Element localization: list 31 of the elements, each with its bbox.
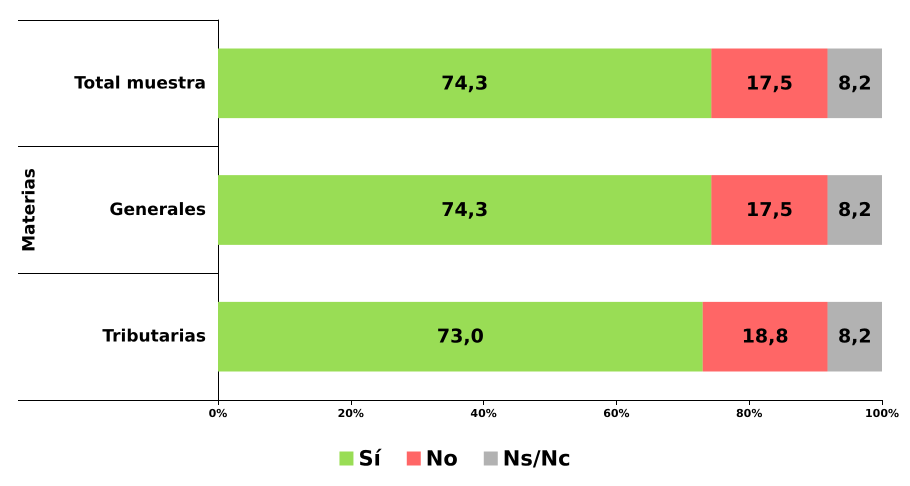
y-tick-label: Total muestra: [74, 73, 206, 94]
legend-label: Sí: [358, 446, 383, 470]
legend-label: Ns/Nc: [502, 446, 571, 470]
data-label: 74,3: [441, 72, 488, 94]
data-label: 18,8: [742, 326, 789, 348]
data-label: 8,2: [838, 326, 872, 348]
y-tick-label: Tributarias: [102, 326, 206, 347]
x-tick-label: 80%: [736, 407, 762, 420]
bar: [218, 48, 712, 118]
bar: [828, 175, 882, 245]
bar: [218, 302, 703, 372]
x-tick-label: 20%: [338, 407, 364, 420]
x-tick-label: 0%: [208, 407, 228, 420]
bar: [218, 175, 712, 245]
x-tick-label: 40%: [470, 407, 497, 420]
data-label: 73,0: [436, 326, 484, 348]
legend-label: No: [426, 446, 458, 470]
bar: [711, 175, 828, 245]
bar: [828, 48, 882, 118]
bar: [828, 302, 882, 372]
data-label: 8,2: [838, 72, 872, 94]
y-tick-label: Generales: [110, 200, 206, 220]
bar: [702, 302, 828, 372]
x-tick-label: 60%: [603, 407, 630, 420]
x-tick-label: 100%: [865, 407, 899, 420]
data-label: 17,5: [746, 199, 793, 221]
data-label: 74,3: [441, 199, 488, 221]
data-label: 8,2: [838, 199, 872, 221]
bar: [711, 48, 828, 118]
y-axis-title: Materias: [20, 168, 40, 252]
data-label: 17,5: [746, 72, 793, 94]
